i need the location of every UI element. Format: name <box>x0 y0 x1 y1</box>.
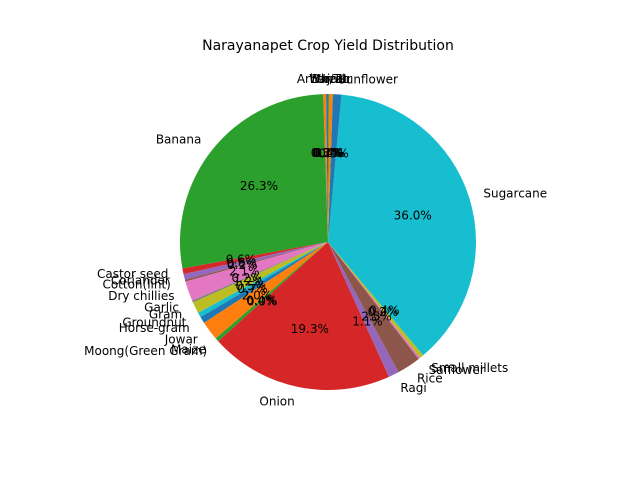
slice-label-wheat: Wheat <box>309 72 348 86</box>
pie-slice-castor-seed <box>182 242 328 275</box>
pie-slice-garlic <box>192 242 328 303</box>
slice-label-bajra: Bajra <box>311 72 342 86</box>
slice-percent-banana: 26.3% <box>240 179 278 193</box>
pie-slice-gram <box>192 242 328 313</box>
slice-percent-garlic: 0.2% <box>231 271 262 285</box>
slice-percent-ragi: 1.1% <box>352 315 383 329</box>
pie-slice-sunflower <box>328 94 342 242</box>
pie-slice-onion <box>218 242 389 391</box>
pie-slice-coriander <box>183 242 328 280</box>
pie-slice-cotton-lint <box>184 242 328 282</box>
slice-percent-dry-chillies: 2.1% <box>229 265 260 279</box>
slice-label-groundnut: Groundnut <box>122 315 186 329</box>
slice-label-arhar-tur: Arhar/Tur <box>297 72 352 86</box>
slice-percent-coriander: 0.6% <box>226 256 257 270</box>
slice-percent-moong-green-gram: 0.0% <box>247 295 278 309</box>
pie-slice-arhar-tur <box>323 94 328 242</box>
pie-slice-wheat <box>328 94 329 242</box>
slice-label-horse-gram: Horse-gram <box>119 321 190 335</box>
slice-percent-jowar: 2.0% <box>242 288 273 302</box>
slice-label-dry-chillies: Dry chillies <box>108 289 174 303</box>
slice-percent-sunflower: 0.9% <box>318 146 349 160</box>
pie-slice-maize <box>215 242 328 342</box>
pie-labels: Bajra 0.2% Arhar/Tur 0.3% Banana 26.3% Castor … <box>84 72 547 408</box>
pie-slice-safflower <box>328 242 421 359</box>
slice-percent-groundnut: 0.5% <box>236 279 267 293</box>
slice-label-maize: Maize <box>171 343 206 357</box>
slice-label-sugarcane: Sugarcane <box>483 186 547 200</box>
slice-label-castor-seed: Castor seed <box>97 267 168 281</box>
slice-percent-horse-gram: 0.7% <box>237 282 268 296</box>
slice-percent-sugarcane: 36.0% <box>394 208 432 222</box>
slice-percent-urad: 0.4% <box>314 146 345 160</box>
pie-slice-groundnut <box>198 242 328 318</box>
slice-label-garlic: Garlic <box>144 301 179 315</box>
slice-label-gram: Gram <box>149 307 182 321</box>
slice-label-sunflower: Sunflower <box>338 73 398 87</box>
slice-label-small-millets: Small millets <box>431 361 508 375</box>
pie-slice-rice <box>328 242 419 373</box>
slice-label-cotton-lint: Cotton(lint) <box>102 278 170 292</box>
pie-slice-bajra <box>326 94 328 242</box>
slice-label-onion: Onion <box>259 394 294 408</box>
slice-percent-maize: 0.4% <box>246 294 277 308</box>
chart-title: Narayanapet Crop Yield Distribution <box>202 38 454 54</box>
pie-slice-banana <box>180 94 328 269</box>
slice-percent-arhar-tur: 0.3% <box>311 146 342 160</box>
slice-percent-small-millets: 0.4% <box>369 304 400 318</box>
slice-percent-cotton-lint: 0.2% <box>227 258 258 272</box>
slice-percent-safflower: 0.2% <box>368 305 399 319</box>
pie-slice-sugarcane <box>328 94 476 356</box>
pie-slice-dry-chillies <box>185 242 328 301</box>
pie-slice-ragi <box>328 242 399 377</box>
slice-label-coriander: Coriander <box>111 273 170 287</box>
slice-percent-gram: 1.2% <box>233 274 264 288</box>
pie-slices <box>180 94 476 391</box>
pie-slice-small-millets <box>328 242 424 358</box>
slice-label-rice: Rice <box>417 371 443 385</box>
slice-label-banana: Banana <box>156 133 202 147</box>
slice-label-ragi: Ragi <box>400 381 426 395</box>
pie-slice-jowar <box>204 242 328 339</box>
pie-slice-horse-gram <box>200 242 328 323</box>
slice-label-urad: Urad <box>317 72 346 86</box>
slice-percent-onion: 19.3% <box>291 322 329 336</box>
slice-label-jowar: Jowar <box>164 333 198 347</box>
slice-percent-bajra: 0.2% <box>312 146 343 160</box>
pie-slice-urad <box>328 94 333 242</box>
slice-percent-rice: 2.5% <box>361 309 392 323</box>
slice-label-moong-green-gram: Moong(Green Gram) <box>84 344 207 358</box>
slice-percent-wheat: 0.1% <box>313 146 344 160</box>
slice-label-safflower: Safflower <box>429 363 485 377</box>
slice-percent-castor-seed: 0.6% <box>226 253 257 267</box>
